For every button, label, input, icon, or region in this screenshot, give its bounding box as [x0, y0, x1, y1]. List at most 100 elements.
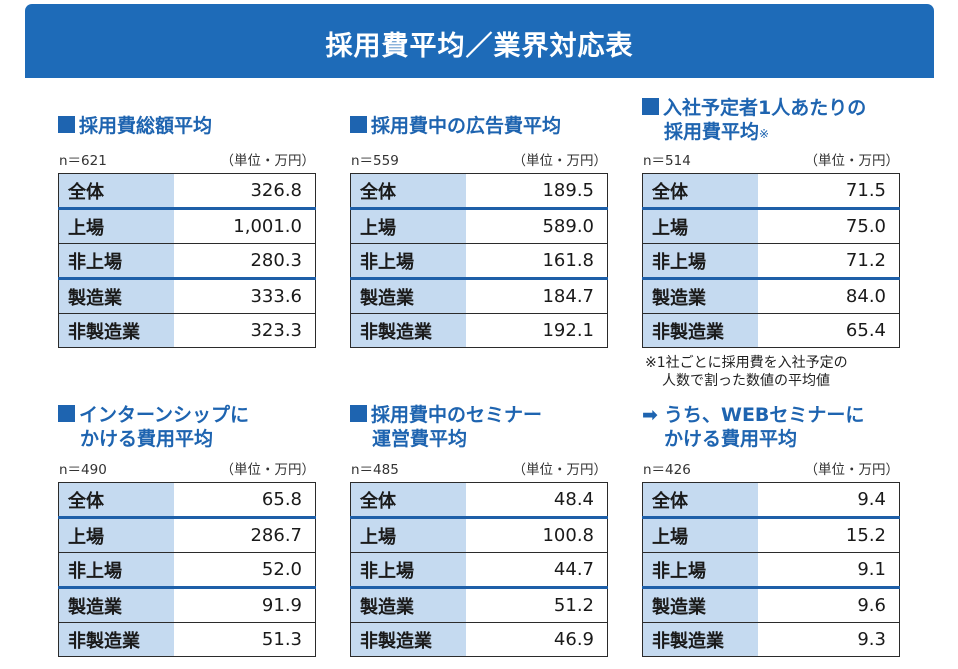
- square-bullet-icon: [58, 116, 75, 133]
- table-row: 製造業 84.0: [642, 277, 900, 314]
- footnote-line1: ※1社ごとに採用費を入社予定の: [645, 355, 848, 371]
- row-label: 製造業: [58, 277, 174, 314]
- sample-size: n＝621: [59, 153, 107, 169]
- row-label: 製造業: [350, 586, 466, 623]
- data-table: 全体 48.4 上場 100.8 非上場 44.7 製造業 51.2 非製造業 46.9: [350, 482, 608, 657]
- row-label: 非製造業: [642, 622, 758, 657]
- table-row: 上場 15.2: [642, 516, 900, 553]
- panel-title: 採用費中のセミナー 運営費平均: [350, 403, 542, 451]
- square-bullet-icon: [350, 405, 367, 422]
- table-row: 非製造業 46.9: [350, 622, 608, 657]
- table-row: 上場 589.0: [350, 207, 608, 244]
- table-row: 製造業 91.9: [58, 586, 316, 623]
- row-label: 上場: [350, 207, 466, 244]
- data-table: 全体 189.5 上場 589.0 非上場 161.8 製造業 184.7 非製造業 19…: [350, 173, 608, 348]
- row-value: 51.3: [173, 622, 316, 657]
- row-value: 9.1: [757, 552, 900, 588]
- row-label: 非上場: [58, 243, 174, 279]
- square-bullet-icon: [58, 405, 75, 422]
- arrow-right-icon: ➡: [642, 404, 658, 426]
- table-row: 全体 9.4: [642, 482, 900, 518]
- table-row: 非上場 71.2: [642, 243, 900, 279]
- row-label: 上場: [350, 516, 466, 553]
- row-label: 製造業: [642, 586, 758, 623]
- unit-label: （単位・万円）: [804, 153, 900, 169]
- table-row: 非上場 161.8: [350, 243, 608, 279]
- table-row: 非製造業 323.3: [58, 313, 316, 348]
- row-label: 全体: [58, 482, 174, 518]
- data-table: 全体 71.5 上場 75.0 非上場 71.2 製造業 84.0 非製造業 65.4: [642, 173, 900, 348]
- panel-meta: n＝485 （単位・万円）: [350, 458, 608, 478]
- table-row: 上場 286.7: [58, 516, 316, 553]
- row-value: 589.0: [465, 207, 608, 244]
- panel-meta: n＝426 （単位・万円）: [642, 458, 900, 478]
- sample-size: n＝514: [643, 153, 691, 169]
- footnote-line2: 人数で割った数値の平均値: [662, 373, 830, 389]
- table-row: 全体 71.5: [642, 173, 900, 209]
- table-row: 全体 65.8: [58, 482, 316, 518]
- row-value: 161.8: [465, 243, 608, 279]
- footnote: ※1社ごとに採用費を入社予定の 人数で割った数値の平均値: [645, 354, 848, 390]
- row-label: 全体: [350, 173, 466, 209]
- table-row: 上場 1,001.0: [58, 207, 316, 244]
- row-label: 非上場: [58, 552, 174, 588]
- row-label: 製造業: [58, 586, 174, 623]
- unit-label: （単位・万円）: [512, 153, 608, 169]
- row-value: 189.5: [465, 173, 608, 209]
- table-row: 上場 100.8: [350, 516, 608, 553]
- panel-title-text: 入社予定者1人あたりの: [663, 97, 867, 119]
- panel-title-text: 採用費中のセミナー: [371, 404, 543, 426]
- panel-title: 採用費中の広告費平均: [350, 114, 561, 138]
- row-value: 65.4: [757, 313, 900, 348]
- row-label: 非製造業: [58, 622, 174, 657]
- table-row: 非製造業 192.1: [350, 313, 608, 348]
- panel-title: ➡ うち、WEBセミナーに かける費用平均: [642, 403, 864, 451]
- row-label: 非製造業: [58, 313, 174, 348]
- row-value: 46.9: [465, 622, 608, 657]
- table-row: 製造業 51.2: [350, 586, 608, 623]
- row-label: 非上場: [642, 552, 758, 588]
- row-value: 65.8: [173, 482, 316, 518]
- unit-label: （単位・万円）: [220, 462, 316, 478]
- row-value: 15.2: [757, 516, 900, 553]
- row-label: 上場: [642, 207, 758, 244]
- panel-title-text: 採用費中の広告費平均: [371, 115, 562, 137]
- row-label: 非上場: [642, 243, 758, 279]
- panel-title: 採用費総額平均: [58, 114, 212, 138]
- unit-label: （単位・万円）: [220, 153, 316, 169]
- table-row: 全体 326.8: [58, 173, 316, 209]
- row-value: 71.2: [757, 243, 900, 279]
- data-table: 全体 9.4 上場 15.2 非上場 9.1 製造業 9.6 非製造業 9.3: [642, 482, 900, 657]
- panel-title: 入社予定者1人あたりの 採用費平均※: [642, 96, 866, 146]
- row-value: 184.7: [465, 277, 608, 314]
- row-label: 全体: [58, 173, 174, 209]
- sample-size: n＝490: [59, 462, 107, 478]
- row-value: 51.2: [465, 586, 608, 623]
- panel-title-text: インターンシップに: [79, 404, 250, 426]
- row-value: 84.0: [757, 277, 900, 314]
- page-title: 採用費平均／業界対応表: [325, 30, 634, 62]
- row-value: 52.0: [173, 552, 316, 588]
- panel-title-text: 採用費総額平均: [79, 115, 213, 137]
- row-label: 非製造業: [642, 313, 758, 348]
- unit-label: （単位・万円）: [512, 462, 608, 478]
- square-bullet-icon: [642, 98, 659, 115]
- sample-size: n＝559: [351, 153, 399, 169]
- data-table: 全体 326.8 上場 1,001.0 非上場 280.3 製造業 333.6 非製造業…: [58, 173, 316, 348]
- panel-title-text-line2: かける費用平均: [80, 428, 214, 450]
- table-row: 非上場 52.0: [58, 552, 316, 588]
- row-label: 全体: [642, 173, 758, 209]
- table-row: 非製造業 9.3: [642, 622, 900, 657]
- row-value: 333.6: [173, 277, 316, 314]
- row-label: 全体: [642, 482, 758, 518]
- row-value: 323.3: [173, 313, 316, 348]
- row-value: 286.7: [173, 516, 316, 553]
- row-label: 製造業: [350, 277, 466, 314]
- row-value: 9.6: [757, 586, 900, 623]
- table-row: 製造業 184.7: [350, 277, 608, 314]
- row-label: 非製造業: [350, 313, 466, 348]
- row-label: 全体: [350, 482, 466, 518]
- table-row: 非上場 9.1: [642, 552, 900, 588]
- row-value: 280.3: [173, 243, 316, 279]
- table-row: 上場 75.0: [642, 207, 900, 244]
